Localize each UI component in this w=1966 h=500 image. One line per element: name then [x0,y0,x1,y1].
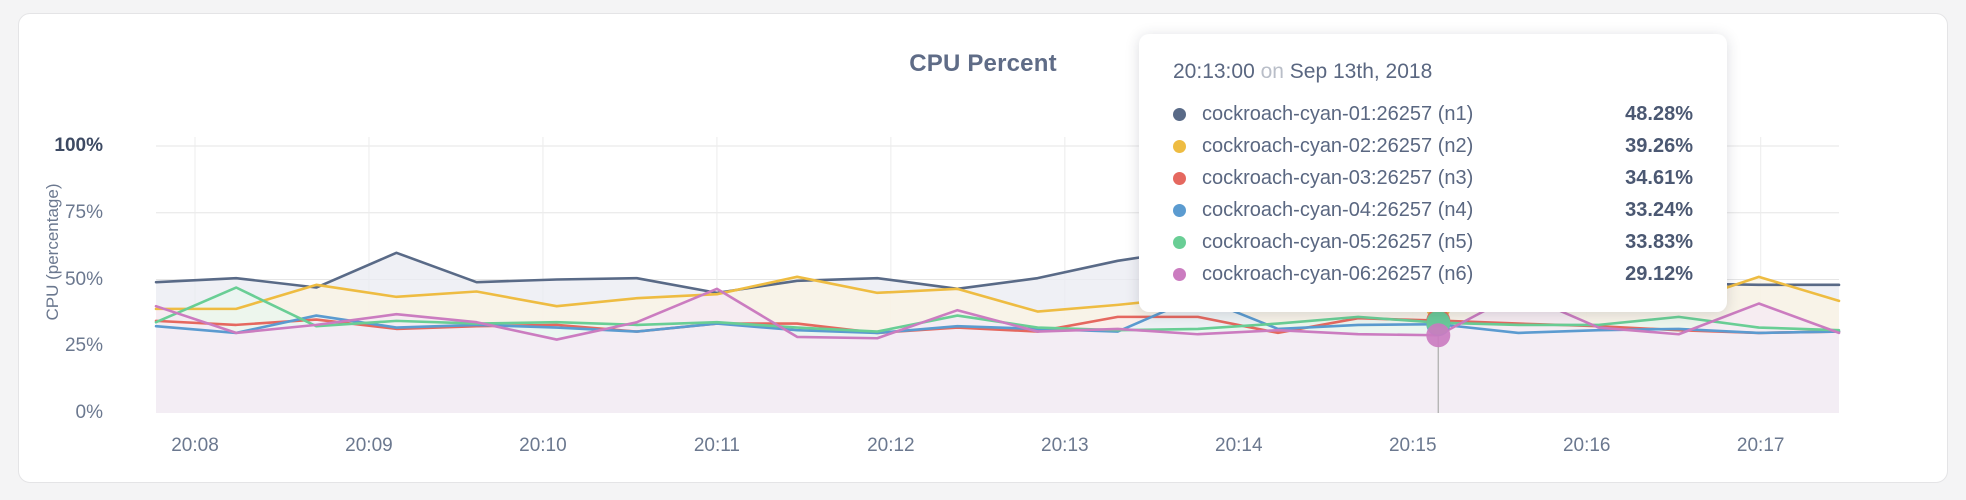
series-value: 34.61% [1625,166,1693,189]
cursor-marker-6[interactable] [1426,323,1451,348]
chart-svg[interactable] [19,14,1949,484]
tooltip-time: 20:13:00 [1173,60,1255,83]
series-color-dot-icon [1173,267,1186,281]
series-name: cockroach-cyan-04:26257 (n4) [1202,198,1474,221]
series-name: cockroach-cyan-05:26257 (n5) [1202,230,1474,253]
series-area-6 [156,288,1839,413]
tooltip-row: cockroach-cyan-02:26257 (n2) 39.26% [1173,130,1693,162]
series-color-dot-icon [1173,107,1186,121]
cpu-percent-card: CPU Percent 100% 75% 50% 25% 0% 20:08 20:09 20… [18,13,1948,483]
series-value: 39.26% [1625,134,1693,157]
x-tick-20-08: 20:08 [171,435,219,456]
tooltip-on-word: on [1260,60,1284,83]
tooltip-row: cockroach-cyan-01:26257 (n1) 48.28% [1173,98,1693,130]
tooltip-date: Sep 13th, 2018 [1289,60,1433,83]
y-tick-50: 50% [64,268,103,290]
tooltip-row: cockroach-cyan-03:26257 (n3) 34.61% [1173,162,1693,194]
series-name: cockroach-cyan-06:26257 (n6) [1202,262,1474,285]
x-tick-20-13: 20:13 [1041,435,1089,456]
series-value: 29.12% [1625,262,1693,285]
y-tick-25: 25% [64,335,103,357]
tooltip-row: cockroach-cyan-04:26257 (n4) 33.24% [1173,194,1693,226]
tooltip-row: cockroach-cyan-06:26257 (n6) 29.12% [1173,258,1693,290]
x-tick-20-11: 20:11 [693,435,740,456]
series-value: 48.28% [1625,102,1693,125]
series-color-dot-icon [1173,171,1186,185]
chart-plot-area[interactable]: 100% 75% 50% 25% 0% 20:08 20:09 20:10 20:11 20:1… [19,14,1949,484]
page-title: CPU Percent [909,50,1057,77]
series-value: 33.83% [1625,230,1693,253]
x-tick-20-17: 20:17 [1736,435,1785,456]
x-tick-20-09: 20:09 [345,435,393,456]
series-color-dot-icon [1173,203,1186,217]
x-tick-20-14: 20:14 [1215,435,1263,456]
x-tick-20-12: 20:12 [867,435,915,456]
tooltip-header: 20:13:00 on Sep 13th, 2018 [1173,60,1693,84]
x-tick-20-16: 20:16 [1562,435,1611,456]
x-tick-20-15: 20:15 [1388,435,1437,456]
y-tick-0: 0% [75,402,103,423]
chart-tooltip: 20:13:00 on Sep 13th, 2018 cockroach-cya… [1139,34,1727,312]
series-name: cockroach-cyan-03:26257 (n3) [1202,166,1474,189]
series-color-dot-icon [1173,235,1186,249]
y-axis-label: CPU (percentage) [43,183,62,321]
tooltip-series-list: cockroach-cyan-01:26257 (n1) 48.28% cockro… [1173,98,1693,290]
series-color-dot-icon [1173,139,1186,153]
x-tick-20-10: 20:10 [519,435,567,456]
y-tick-100: 100% [54,135,103,156]
series-name: cockroach-cyan-02:26257 (n2) [1202,134,1474,157]
tooltip-row: cockroach-cyan-05:26257 (n5) 33.83% [1173,226,1693,258]
series-line-4[interactable] [154,295,1841,335]
y-tick-75: 75% [64,201,103,223]
series-name: cockroach-cyan-01:26257 (n1) [1202,102,1474,125]
series-value: 33.24% [1625,198,1693,221]
